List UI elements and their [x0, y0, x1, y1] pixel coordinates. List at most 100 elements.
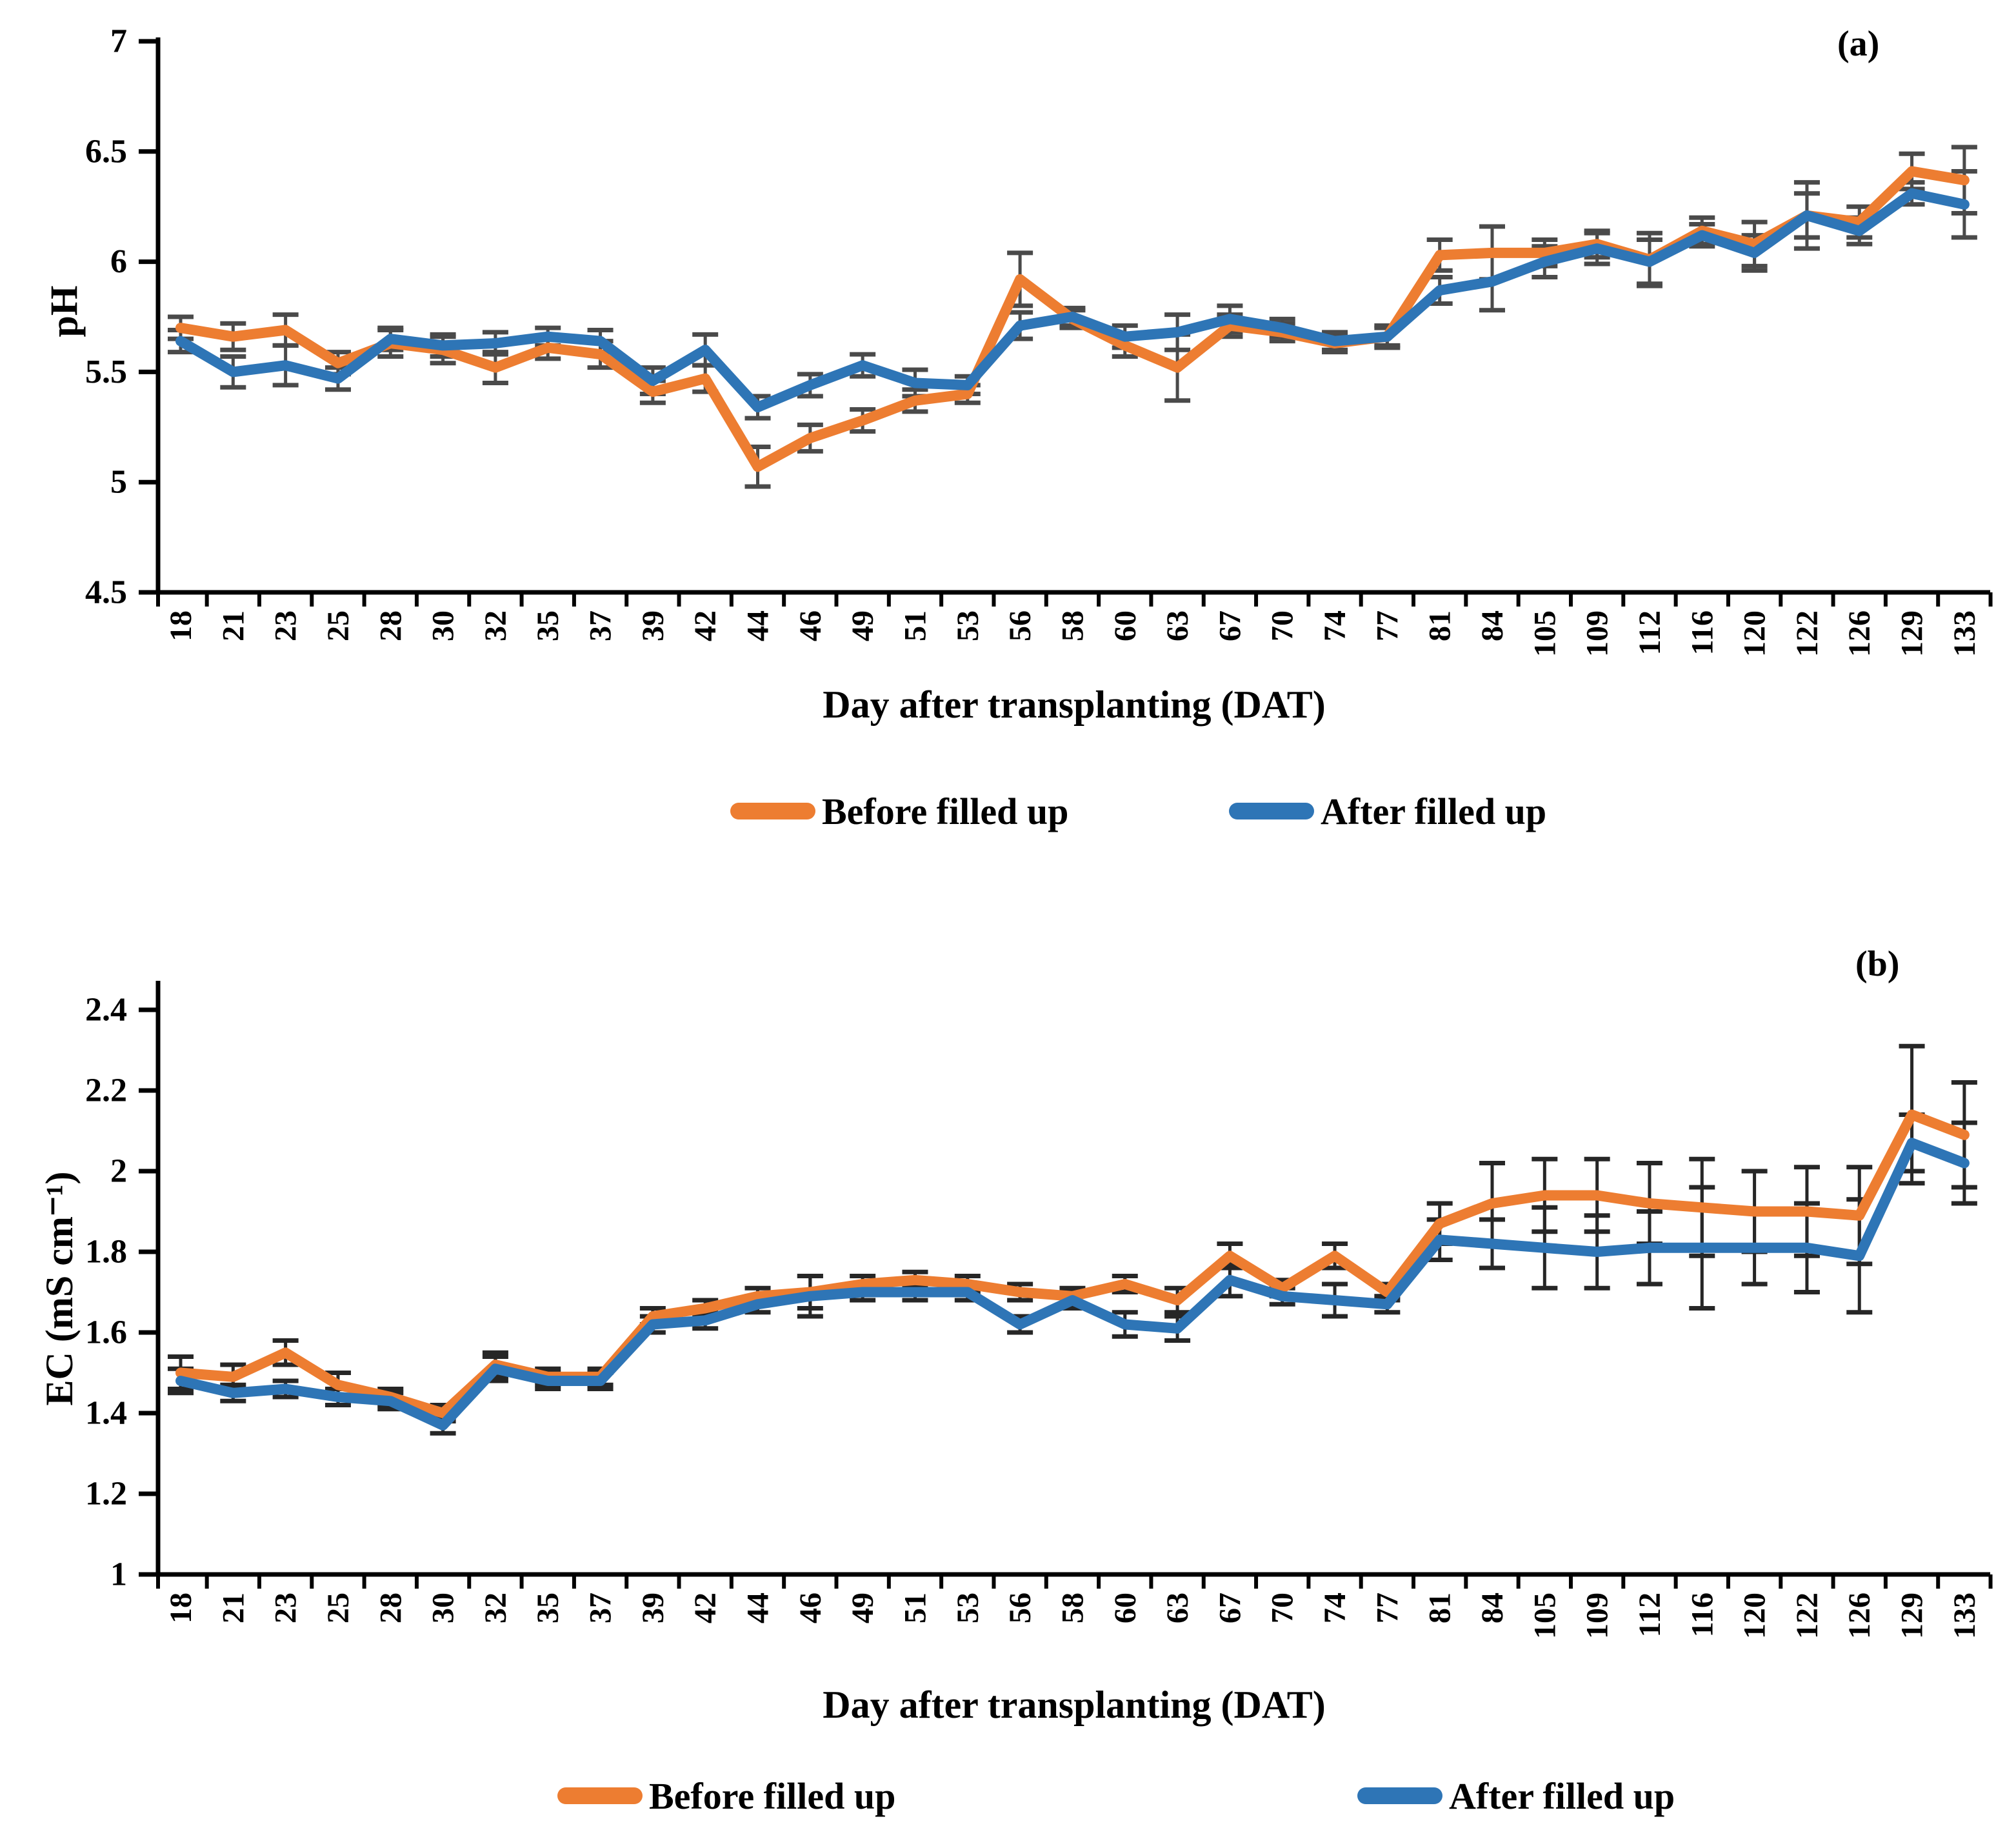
x-tick-label: 25: [321, 610, 355, 641]
x-tick-label: 58: [1055, 1593, 1090, 1623]
x-tick-label: 133: [1948, 1593, 1982, 1639]
x-tick-label: 120: [1738, 610, 1772, 657]
x-tick-label: 39: [636, 1593, 670, 1623]
y-tick-label: 1: [110, 1556, 127, 1593]
x-tick-label: 37: [584, 610, 618, 641]
x-tick-label: 70: [1266, 1593, 1300, 1623]
y-tick-label: 7: [110, 23, 127, 60]
series-line-after-filled-up: [175, 1138, 1970, 1431]
x-tick-label: 28: [374, 1593, 408, 1623]
legend-label-before-a: Before filled up: [822, 790, 1069, 832]
x-tick-label: 105: [1528, 1593, 1562, 1639]
legend-swatch-before-icon: [730, 803, 815, 819]
legend-item-after-filled-up-a: After filled up: [1229, 789, 1546, 834]
chart-ph: 7 6.5 6 5.5 5 4.5 18 21 23 25 28 30 32 35 37 39 42 44 46 49…: [85, 23, 1993, 657]
x-tick-label: 126: [1842, 610, 1877, 657]
y-axis-title-ph: pH: [43, 285, 86, 337]
x-tick-label: 58: [1055, 610, 1090, 641]
legend-item-before-filled-up-a: Before filled up: [730, 789, 1068, 834]
x-tick-label: 122: [1790, 610, 1824, 657]
x-tick-label: 18: [164, 610, 198, 641]
legend-label-before-b: Before filled up: [649, 1774, 896, 1817]
x-tick-label: 51: [898, 610, 932, 641]
y-tick-label: 1.4: [85, 1395, 127, 1432]
x-tick-label: 81: [1423, 1593, 1457, 1623]
x-tick-label: 67: [1213, 610, 1247, 641]
x-tick-label: 32: [479, 610, 513, 641]
x-tick-label: 109: [1581, 610, 1615, 657]
x-tick-label: 122: [1790, 1593, 1824, 1639]
x-tick-label: 30: [426, 610, 461, 641]
x-tick-label: 60: [1108, 610, 1143, 641]
x-tick-label: 23: [269, 610, 303, 641]
x-tick-label: 56: [1003, 610, 1037, 641]
x-tick-label: 53: [951, 1593, 985, 1623]
x-tick-label: 44: [741, 610, 775, 641]
x-tick-label: 84: [1475, 610, 1510, 641]
x-tick-label: 18: [164, 1593, 198, 1623]
panel-label-a: (a): [1837, 24, 1880, 64]
y-tick-label: 5: [110, 464, 127, 501]
x-tick-label: 84: [1475, 1593, 1510, 1623]
legend-item-after-filled-up-b: After filled up: [1357, 1773, 1675, 1818]
x-tick-label: 35: [531, 610, 565, 641]
y-tick-label: 1.6: [85, 1314, 127, 1351]
legend-swatch-after-icon: [1229, 803, 1314, 819]
x-tick-label: 42: [688, 1593, 723, 1623]
x-tick-label: 112: [1633, 1593, 1667, 1637]
error-bars-after-filled-up: [168, 169, 1977, 421]
y-tick-label: 6: [110, 243, 127, 280]
x-tick-label: 126: [1842, 1593, 1877, 1639]
x-tick-label: 109: [1581, 1593, 1615, 1639]
x-tick-label: 28: [374, 610, 408, 641]
x-tick-label: 53: [951, 610, 985, 641]
x-tick-label: 46: [793, 1593, 828, 1623]
x-axis-title-a: Day after transplanting (DAT): [823, 683, 1326, 726]
error-bars-before-filled-up: [168, 1043, 1977, 1423]
x-tick-label: 49: [846, 610, 880, 641]
legend-swatch-after-icon: [1357, 1787, 1442, 1804]
axes-ph: [155, 37, 1990, 595]
x-tick-label: 44: [741, 1593, 775, 1623]
legend-label-after-a: After filled up: [1321, 790, 1547, 832]
y-tick-label: 2.4: [85, 992, 127, 1029]
x-tick-label: 25: [321, 1593, 355, 1623]
legend-swatch-before-icon: [557, 1787, 643, 1804]
x-tick-label: 116: [1685, 610, 1719, 655]
x-tick-label: 39: [636, 610, 670, 641]
x-tick-label: 49: [846, 1593, 880, 1623]
x-tick-label: 35: [531, 1593, 565, 1623]
x-tick-label: 21: [216, 610, 250, 641]
x-tick-label: 70: [1266, 610, 1300, 641]
y-tick-label: 1.8: [85, 1234, 127, 1271]
panel-label-b: (b): [1855, 944, 1900, 984]
x-tick-label: 81: [1423, 610, 1457, 641]
error-bars-after-filled-up: [168, 1112, 1977, 1436]
x-tick-label: 63: [1161, 1593, 1195, 1623]
x-tick-label: 63: [1161, 610, 1195, 641]
x-tick-label: 129: [1895, 1593, 1930, 1639]
x-tick-label: 133: [1948, 610, 1982, 657]
y-tick-label: 4.5: [85, 574, 127, 611]
legend-label-after-b: After filled up: [1449, 1774, 1675, 1817]
x-tick-label: 74: [1318, 610, 1352, 641]
legend-item-before-filled-up-b: Before filled up: [557, 1773, 895, 1818]
axes-ec: [155, 981, 1990, 1577]
y-tick-label: 6.5: [85, 133, 127, 170]
y-tick-label: 1.2: [85, 1476, 127, 1512]
x-tick-label: 120: [1738, 1593, 1772, 1639]
x-tick-label: 42: [688, 610, 723, 641]
x-tick-label: 77: [1370, 610, 1404, 641]
y-axis-title-ec: EC (mS cm⁻¹): [38, 1171, 81, 1406]
x-tick-label: 129: [1895, 610, 1930, 657]
x-tick-label: 46: [793, 610, 828, 641]
x-tick-label: 116: [1685, 1593, 1719, 1637]
y-tick-label: 2: [110, 1153, 127, 1190]
y-tick-label: 2.2: [85, 1072, 127, 1109]
series-line-after-filled-up: [175, 188, 1970, 413]
x-tick-label: 74: [1318, 1593, 1352, 1623]
x-tick-label: 112: [1633, 610, 1667, 655]
x-tick-label: 37: [584, 1593, 618, 1623]
x-tick-label: 23: [269, 1593, 303, 1623]
